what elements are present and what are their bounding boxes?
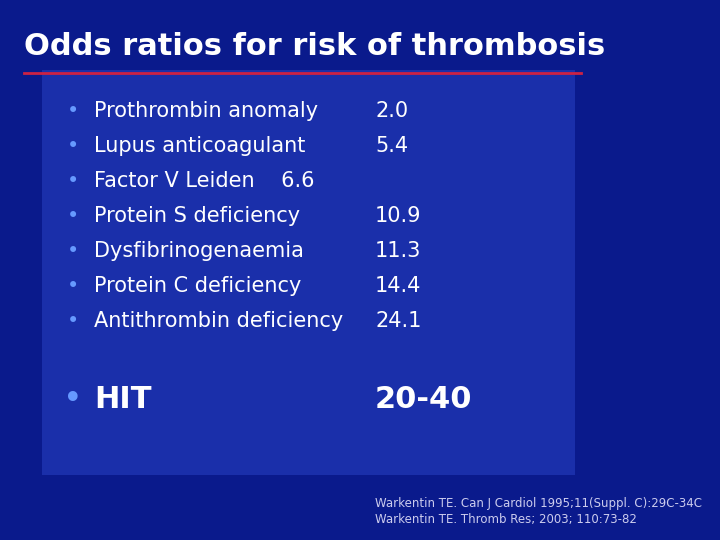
Text: •: • bbox=[63, 383, 82, 416]
Text: 5.4: 5.4 bbox=[375, 136, 408, 156]
Text: Protein C deficiency: Protein C deficiency bbox=[94, 276, 301, 296]
Text: Lupus anticoagulant: Lupus anticoagulant bbox=[94, 136, 305, 156]
Text: Warkentin TE. Thromb Res; 2003; 110:73-82: Warkentin TE. Thromb Res; 2003; 110:73-8… bbox=[375, 514, 637, 526]
Text: •: • bbox=[66, 136, 78, 156]
Text: Odds ratios for risk of thrombosis: Odds ratios for risk of thrombosis bbox=[24, 32, 606, 62]
Text: •: • bbox=[66, 311, 78, 332]
Text: 11.3: 11.3 bbox=[375, 241, 421, 261]
Text: 10.9: 10.9 bbox=[375, 206, 422, 226]
Text: Dysfibrinogenaemia: Dysfibrinogenaemia bbox=[94, 241, 304, 261]
Text: 14.4: 14.4 bbox=[375, 276, 421, 296]
Text: •: • bbox=[66, 100, 78, 121]
Text: •: • bbox=[66, 241, 78, 261]
Text: Factor V Leiden    6.6: Factor V Leiden 6.6 bbox=[94, 171, 315, 191]
Text: 20-40: 20-40 bbox=[375, 385, 472, 414]
Text: •: • bbox=[66, 171, 78, 191]
FancyBboxPatch shape bbox=[42, 70, 575, 475]
Text: Warkentin TE. Can J Cardiol 1995;11(Suppl. C):29C-34C: Warkentin TE. Can J Cardiol 1995;11(Supp… bbox=[375, 497, 702, 510]
Text: •: • bbox=[66, 276, 78, 296]
Text: •: • bbox=[66, 206, 78, 226]
Text: HIT: HIT bbox=[94, 385, 151, 414]
Text: Prothrombin anomaly: Prothrombin anomaly bbox=[94, 100, 318, 121]
Text: Protein S deficiency: Protein S deficiency bbox=[94, 206, 300, 226]
Text: 24.1: 24.1 bbox=[375, 311, 421, 332]
Text: 2.0: 2.0 bbox=[375, 100, 408, 121]
Text: Antithrombin deficiency: Antithrombin deficiency bbox=[94, 311, 343, 332]
